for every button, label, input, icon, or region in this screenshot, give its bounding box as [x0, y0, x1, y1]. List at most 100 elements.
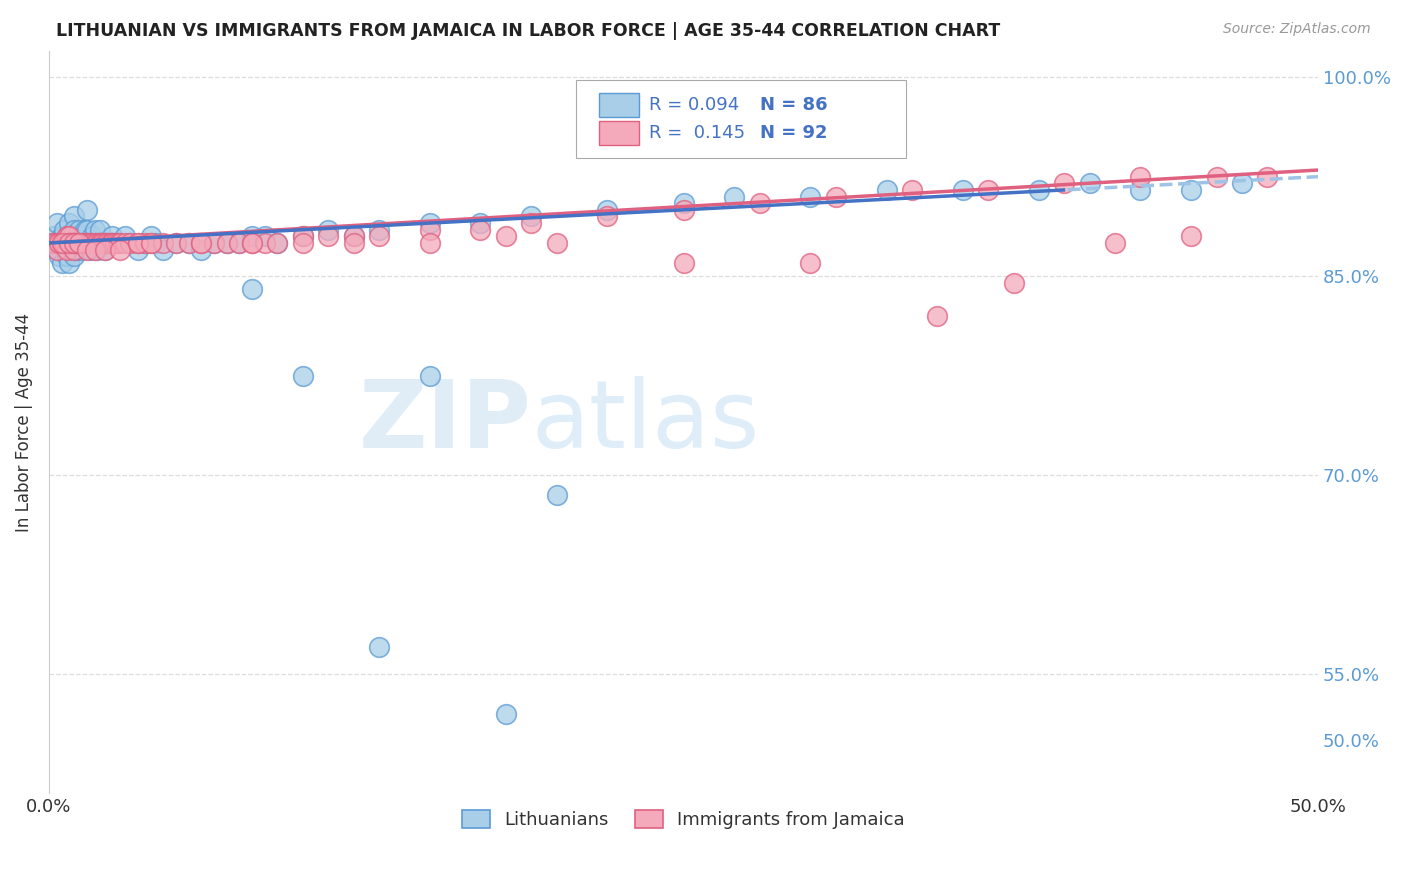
Point	[1104, 235, 1126, 250]
Point	[82, 235, 104, 250]
Point	[368, 223, 391, 237]
Legend: Lithuanians, Immigrants from Jamaica: Lithuanians, Immigrants from Jamaica	[456, 803, 912, 837]
Point	[60, 235, 83, 250]
Point	[101, 235, 124, 250]
Point	[42, 235, 65, 250]
Point	[89, 235, 111, 250]
Point	[73, 235, 96, 250]
Point	[240, 235, 263, 250]
Point	[799, 189, 821, 203]
Point	[42, 229, 65, 244]
Point	[63, 235, 86, 250]
Point	[240, 282, 263, 296]
Y-axis label: In Labor Force | Age 35-44: In Labor Force | Age 35-44	[15, 312, 32, 532]
Point	[253, 229, 276, 244]
Point	[45, 243, 67, 257]
Point	[51, 235, 73, 250]
Point	[190, 235, 212, 250]
Point	[342, 229, 364, 244]
Text: LITHUANIAN VS IMMIGRANTS FROM JAMAICA IN LABOR FORCE | AGE 35-44 CORRELATION CHA: LITHUANIAN VS IMMIGRANTS FROM JAMAICA IN…	[56, 22, 1001, 40]
Point	[470, 223, 492, 237]
FancyBboxPatch shape	[599, 121, 640, 145]
Point	[104, 235, 127, 250]
Text: ZIP: ZIP	[359, 376, 531, 468]
Point	[127, 243, 149, 257]
Point	[228, 235, 250, 250]
Point	[1053, 176, 1076, 190]
Point	[520, 210, 543, 224]
Point	[748, 196, 770, 211]
Point	[76, 235, 98, 250]
Point	[76, 202, 98, 217]
Point	[1002, 276, 1025, 290]
Point	[63, 249, 86, 263]
Point	[215, 235, 238, 250]
Point	[89, 235, 111, 250]
Point	[139, 235, 162, 250]
Point	[1180, 229, 1202, 244]
Point	[368, 640, 391, 655]
Point	[53, 223, 76, 237]
Point	[48, 235, 70, 250]
Point	[63, 235, 86, 250]
Point	[672, 202, 695, 217]
Point	[190, 235, 212, 250]
FancyBboxPatch shape	[575, 80, 905, 159]
Point	[91, 235, 114, 250]
Point	[55, 229, 77, 244]
Point	[51, 235, 73, 250]
Point	[89, 235, 111, 250]
Point	[901, 183, 924, 197]
Point	[73, 235, 96, 250]
Point	[120, 235, 142, 250]
Point	[165, 235, 187, 250]
Point	[51, 235, 73, 250]
Point	[58, 229, 80, 244]
Point	[94, 243, 117, 257]
Point	[596, 210, 619, 224]
Point	[316, 229, 339, 244]
Point	[419, 235, 441, 250]
Point	[127, 235, 149, 250]
Point	[45, 235, 67, 250]
Point	[83, 243, 105, 257]
Point	[1129, 183, 1152, 197]
Point	[107, 235, 129, 250]
Point	[266, 235, 288, 250]
Point	[101, 229, 124, 244]
Point	[419, 216, 441, 230]
Point	[96, 235, 118, 250]
Point	[1129, 169, 1152, 184]
Point	[419, 223, 441, 237]
Point	[799, 256, 821, 270]
Text: R = 0.094: R = 0.094	[650, 96, 740, 114]
Point	[58, 256, 80, 270]
Point	[876, 183, 898, 197]
Point	[94, 243, 117, 257]
Point	[108, 243, 131, 257]
Point	[63, 235, 86, 250]
Point	[127, 235, 149, 250]
Point	[79, 243, 101, 257]
Point	[55, 243, 77, 257]
Point	[1028, 183, 1050, 197]
Point	[291, 229, 314, 244]
Point	[316, 223, 339, 237]
Point	[79, 235, 101, 250]
Point	[76, 223, 98, 237]
Point	[202, 235, 225, 250]
Point	[98, 235, 121, 250]
Point	[51, 229, 73, 244]
Point	[152, 235, 174, 250]
Point	[342, 229, 364, 244]
Point	[86, 243, 108, 257]
Point	[266, 235, 288, 250]
Point	[165, 235, 187, 250]
Point	[546, 235, 568, 250]
Point	[70, 243, 93, 257]
Point	[70, 235, 93, 250]
Point	[1078, 176, 1101, 190]
Point	[1230, 176, 1253, 190]
Point	[101, 235, 124, 250]
Point	[63, 210, 86, 224]
